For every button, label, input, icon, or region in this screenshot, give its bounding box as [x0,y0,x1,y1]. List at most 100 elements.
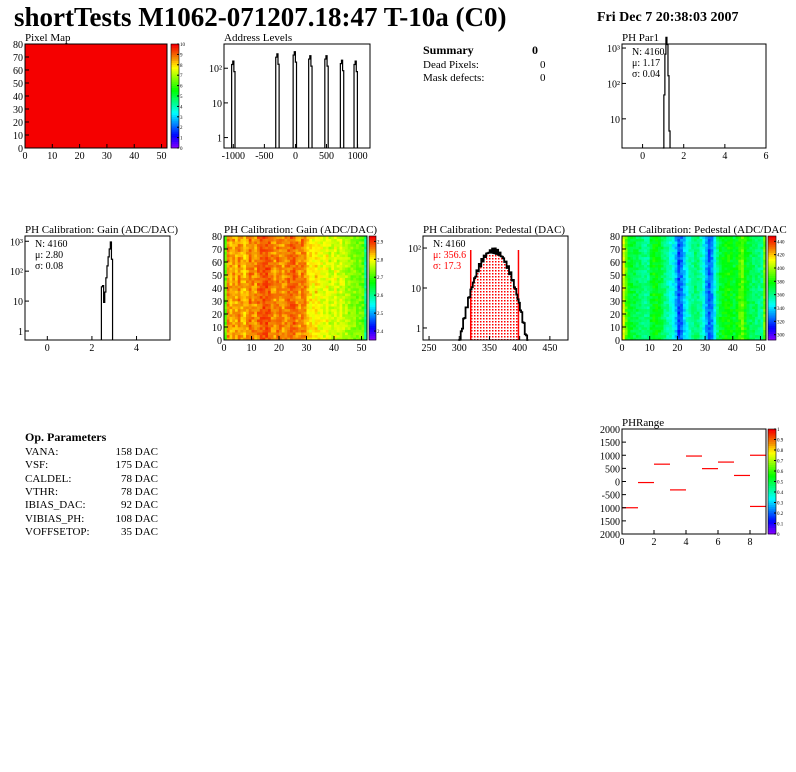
y-tick-label: 80 [212,232,222,243]
heatmap-cell [334,329,338,333]
heatmap-cell [358,301,362,304]
heatmap-cell [347,314,351,317]
heatmap-cell [353,251,357,255]
heatmap-cell [298,295,302,299]
heatmap-cell [224,262,228,265]
heatmap-cell [226,329,230,333]
x-tick-label: 30 [700,343,710,354]
heatmap-cell [724,236,728,239]
heatmap-cell [680,319,684,323]
heatmap-cell [276,334,280,338]
heatmap-cell [309,311,313,315]
heatmap-cell [251,298,255,302]
heatmap-cell [323,327,327,330]
colorbar-cell [171,75,179,78]
heatmap-cell [237,259,241,263]
heatmap-cell [705,272,709,276]
heatmap-cell [644,311,648,315]
heatmap-cell [273,316,277,320]
heatmap-cell [361,327,365,330]
heatmap-cell [652,285,656,289]
heatmap-cell [265,282,269,286]
heatmap-cell [633,272,637,276]
heatmap-cell [345,298,349,302]
heatmap-cell [361,332,365,336]
heatmap-cell [707,280,711,284]
heatmap-cell [721,246,725,250]
heatmap-cell [295,334,299,338]
heatmap-cell [694,254,698,258]
heatmap-cell [721,332,725,336]
heatmap-cell [622,262,626,265]
heatmap-cell [721,238,725,242]
heatmap-cell [724,288,728,291]
heatmap-cell [347,280,351,284]
heatmap-cell [301,254,305,258]
heatmap-cell [259,295,263,299]
heatmap-cell [685,264,689,268]
heatmap-cell [649,236,653,239]
colorbar-cell [369,248,376,251]
heatmap-cell [699,321,703,325]
heatmap-cell [240,256,244,260]
heatmap-cell [298,277,302,281]
y-tick-label: 10 [212,323,222,334]
heatmap-cell [295,254,299,258]
heatmap-cell [741,314,745,317]
heatmap-cell [232,298,236,302]
heatmap-cell [691,314,695,317]
heatmap-cell [317,332,321,336]
heatmap-cell [342,238,346,242]
heatmap-cell [749,254,753,258]
heatmap-cell [652,269,656,273]
heatmap-cell [732,249,736,252]
heatmap-cell [660,264,664,268]
heatmap-cell [660,267,664,271]
heatmap-cell [303,246,307,250]
heatmap-cell [259,314,263,317]
colorbar-cell [369,302,376,305]
heatmap-cell [730,277,734,281]
heatmap-cell [257,321,261,325]
heatmap-cell [743,306,747,310]
heatmap-cell [237,264,241,268]
heatmap-cell [364,329,368,333]
heatmap-cell [746,241,750,245]
heatmap-cell [257,275,261,278]
heatmap-cell [279,332,283,336]
heatmap-cell [243,332,247,336]
heatmap-cell [284,321,288,325]
heatmap-cell [682,246,686,250]
heatmap-cell [691,332,695,336]
heatmap-cell [754,316,758,320]
heatmap-cell [306,236,310,239]
heatmap-cell [323,267,327,271]
heatmap-cell [353,334,357,338]
heatmap-cell [644,259,648,263]
heatmap-cell [730,303,734,307]
colorbar-label: 0.9 [777,439,784,444]
heatmap-cell [721,327,725,330]
heatmap-cell [688,275,692,278]
heatmap-cell [284,280,288,284]
colorbar-cell [171,79,179,82]
heatmap-cell [746,267,750,271]
heatmap-cell [281,303,285,307]
heatmap-cell [248,251,252,255]
heatmap-cell [347,298,351,302]
heatmap-cell [705,288,709,291]
heatmap-cell [644,264,648,268]
heatmap-cell [730,316,734,320]
heatmap-cell [248,316,252,320]
heatmap-cell [334,324,338,328]
heatmap-cell [325,280,329,284]
heatmap-cell [295,267,299,271]
heatmap-cell [680,329,684,333]
heatmap-cell [624,311,628,315]
heatmap-cell [254,316,258,320]
heatmap-cell [702,334,706,338]
heatmap-cell [671,285,675,289]
heatmap-cell [257,337,261,341]
heatmap-cell [317,246,321,250]
heatmap-cell [251,303,255,307]
